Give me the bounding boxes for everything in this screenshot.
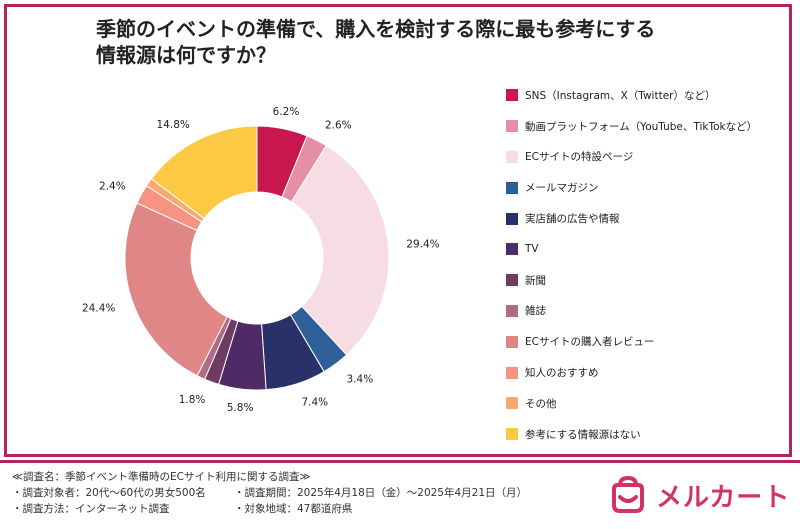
legend-swatch-9 (506, 335, 518, 348)
survey-name: ≪調査名：季節イベント準備時のECサイト利用に関する調査≫ (12, 471, 311, 483)
legend-item-8: 雑誌 (506, 296, 791, 327)
slice-label-7: 1.8% (179, 394, 206, 406)
legend-label-9: ECサイトの購入者レビュー (525, 336, 655, 349)
cart-bag-icon (612, 475, 644, 513)
legend-swatch-4 (506, 181, 518, 194)
donut-chart: 6.2% 2.6% 29.4% 3.4% 7.4% 5.8% 1.8% 24.4% 2.4% 14… (82, 106, 440, 414)
legend-label-2: 動画プラットフォーム（YouTube、TikTokなど） (525, 120, 758, 133)
title-line-1: 季節のイベントの準備で、購入を検討する際に最も参考にする (96, 17, 656, 41)
survey-footer: ≪調査名：季節イベント準備時のECサイト利用に関する調査≫ ・調査対象者：20代… (0, 460, 800, 529)
survey-region: ・対象地域：47都道府県 (234, 503, 353, 515)
legend-label-12: 参考にする情報源はない (525, 428, 641, 441)
slice-label-1: 6.2% (273, 106, 300, 118)
survey-period: ・調査期間：2025年4月18日（金）～2025年4月21日（月） (234, 487, 528, 499)
legend-swatch-10 (506, 366, 518, 379)
legend-item-11: その他 (506, 388, 791, 419)
chart-legend: SNS（Instagram、X（Twitter）など） 動画プラットフォーム（Yo… (506, 80, 791, 450)
survey-method: ・調査方法：インターネット調査 (12, 503, 170, 515)
legend-swatch-2 (506, 120, 518, 133)
legend-item-2: 動画プラットフォーム（YouTube、TikTokなど） (506, 111, 791, 142)
legend-item-1: SNS（Instagram、X（Twitter）など） (506, 80, 791, 111)
slice-label-5: 7.4% (301, 396, 328, 408)
chart-title: 季節のイベントの準備で、購入を検討する際に最も参考にする 情報源は何ですか？ (96, 16, 736, 68)
legend-item-9: ECサイトの購入者レビュー (506, 326, 791, 357)
legend-swatch-5 (506, 212, 518, 225)
slice-label-6: 5.8% (227, 402, 254, 414)
legend-label-3: ECサイトの特設ページ (525, 151, 634, 164)
legend-label-4: メールマガジン (525, 182, 599, 195)
legend-label-7: 新聞 (525, 274, 546, 287)
legend-swatch-7 (506, 274, 518, 287)
legend-item-6: TV (506, 234, 791, 265)
brand-logo: メルカート (608, 473, 790, 517)
slice-9 (124, 202, 228, 377)
legend-item-3: ECサイトの特設ページ (506, 142, 791, 173)
logo-text: メルカート (656, 482, 791, 513)
legend-item-12: 参考にする情報源はない (506, 419, 791, 450)
legend-swatch-1 (506, 89, 518, 102)
slice-label-10: 2.4% (99, 180, 126, 192)
survey-info: ≪調査名：季節イベント準備時のECサイト利用に関する調査≫ ・調査対象者：20代… (12, 469, 527, 517)
legend-swatch-12 (506, 428, 518, 441)
slice-label-2: 2.6% (325, 119, 352, 131)
slice-12 (150, 125, 258, 220)
slice-3 (290, 144, 390, 356)
legend-label-8: 雑誌 (525, 305, 546, 318)
legend-swatch-3 (506, 150, 518, 163)
slice-label-4: 3.4% (347, 373, 374, 385)
legend-item-5: 実店舗の広告や情報 (506, 203, 791, 234)
slice-label-3: 29.4% (406, 238, 439, 250)
legend-label-10: 知人のおすすめ (525, 367, 599, 380)
legend-swatch-11 (506, 397, 518, 410)
title-line-2: 情報源は何ですか？ (96, 43, 276, 67)
legend-label-6: TV (525, 243, 539, 256)
legend-item-10: 知人のおすすめ (506, 357, 791, 388)
legend-label-5: 実店舗の広告や情報 (525, 213, 620, 226)
slice-label-9: 24.4% (82, 302, 115, 314)
legend-label-11: その他 (525, 397, 557, 410)
legend-swatch-6 (506, 243, 518, 256)
slice-label-12: 14.8% (157, 119, 190, 131)
legend-swatch-8 (506, 304, 518, 317)
legend-label-1: SNS（Instagram、X（Twitter）など） (525, 89, 716, 102)
legend-item-7: 新聞 (506, 265, 791, 296)
survey-target: ・調査対象者：20代～60代の男女500名 (12, 487, 206, 499)
legend-item-4: メールマガジン (506, 172, 791, 203)
